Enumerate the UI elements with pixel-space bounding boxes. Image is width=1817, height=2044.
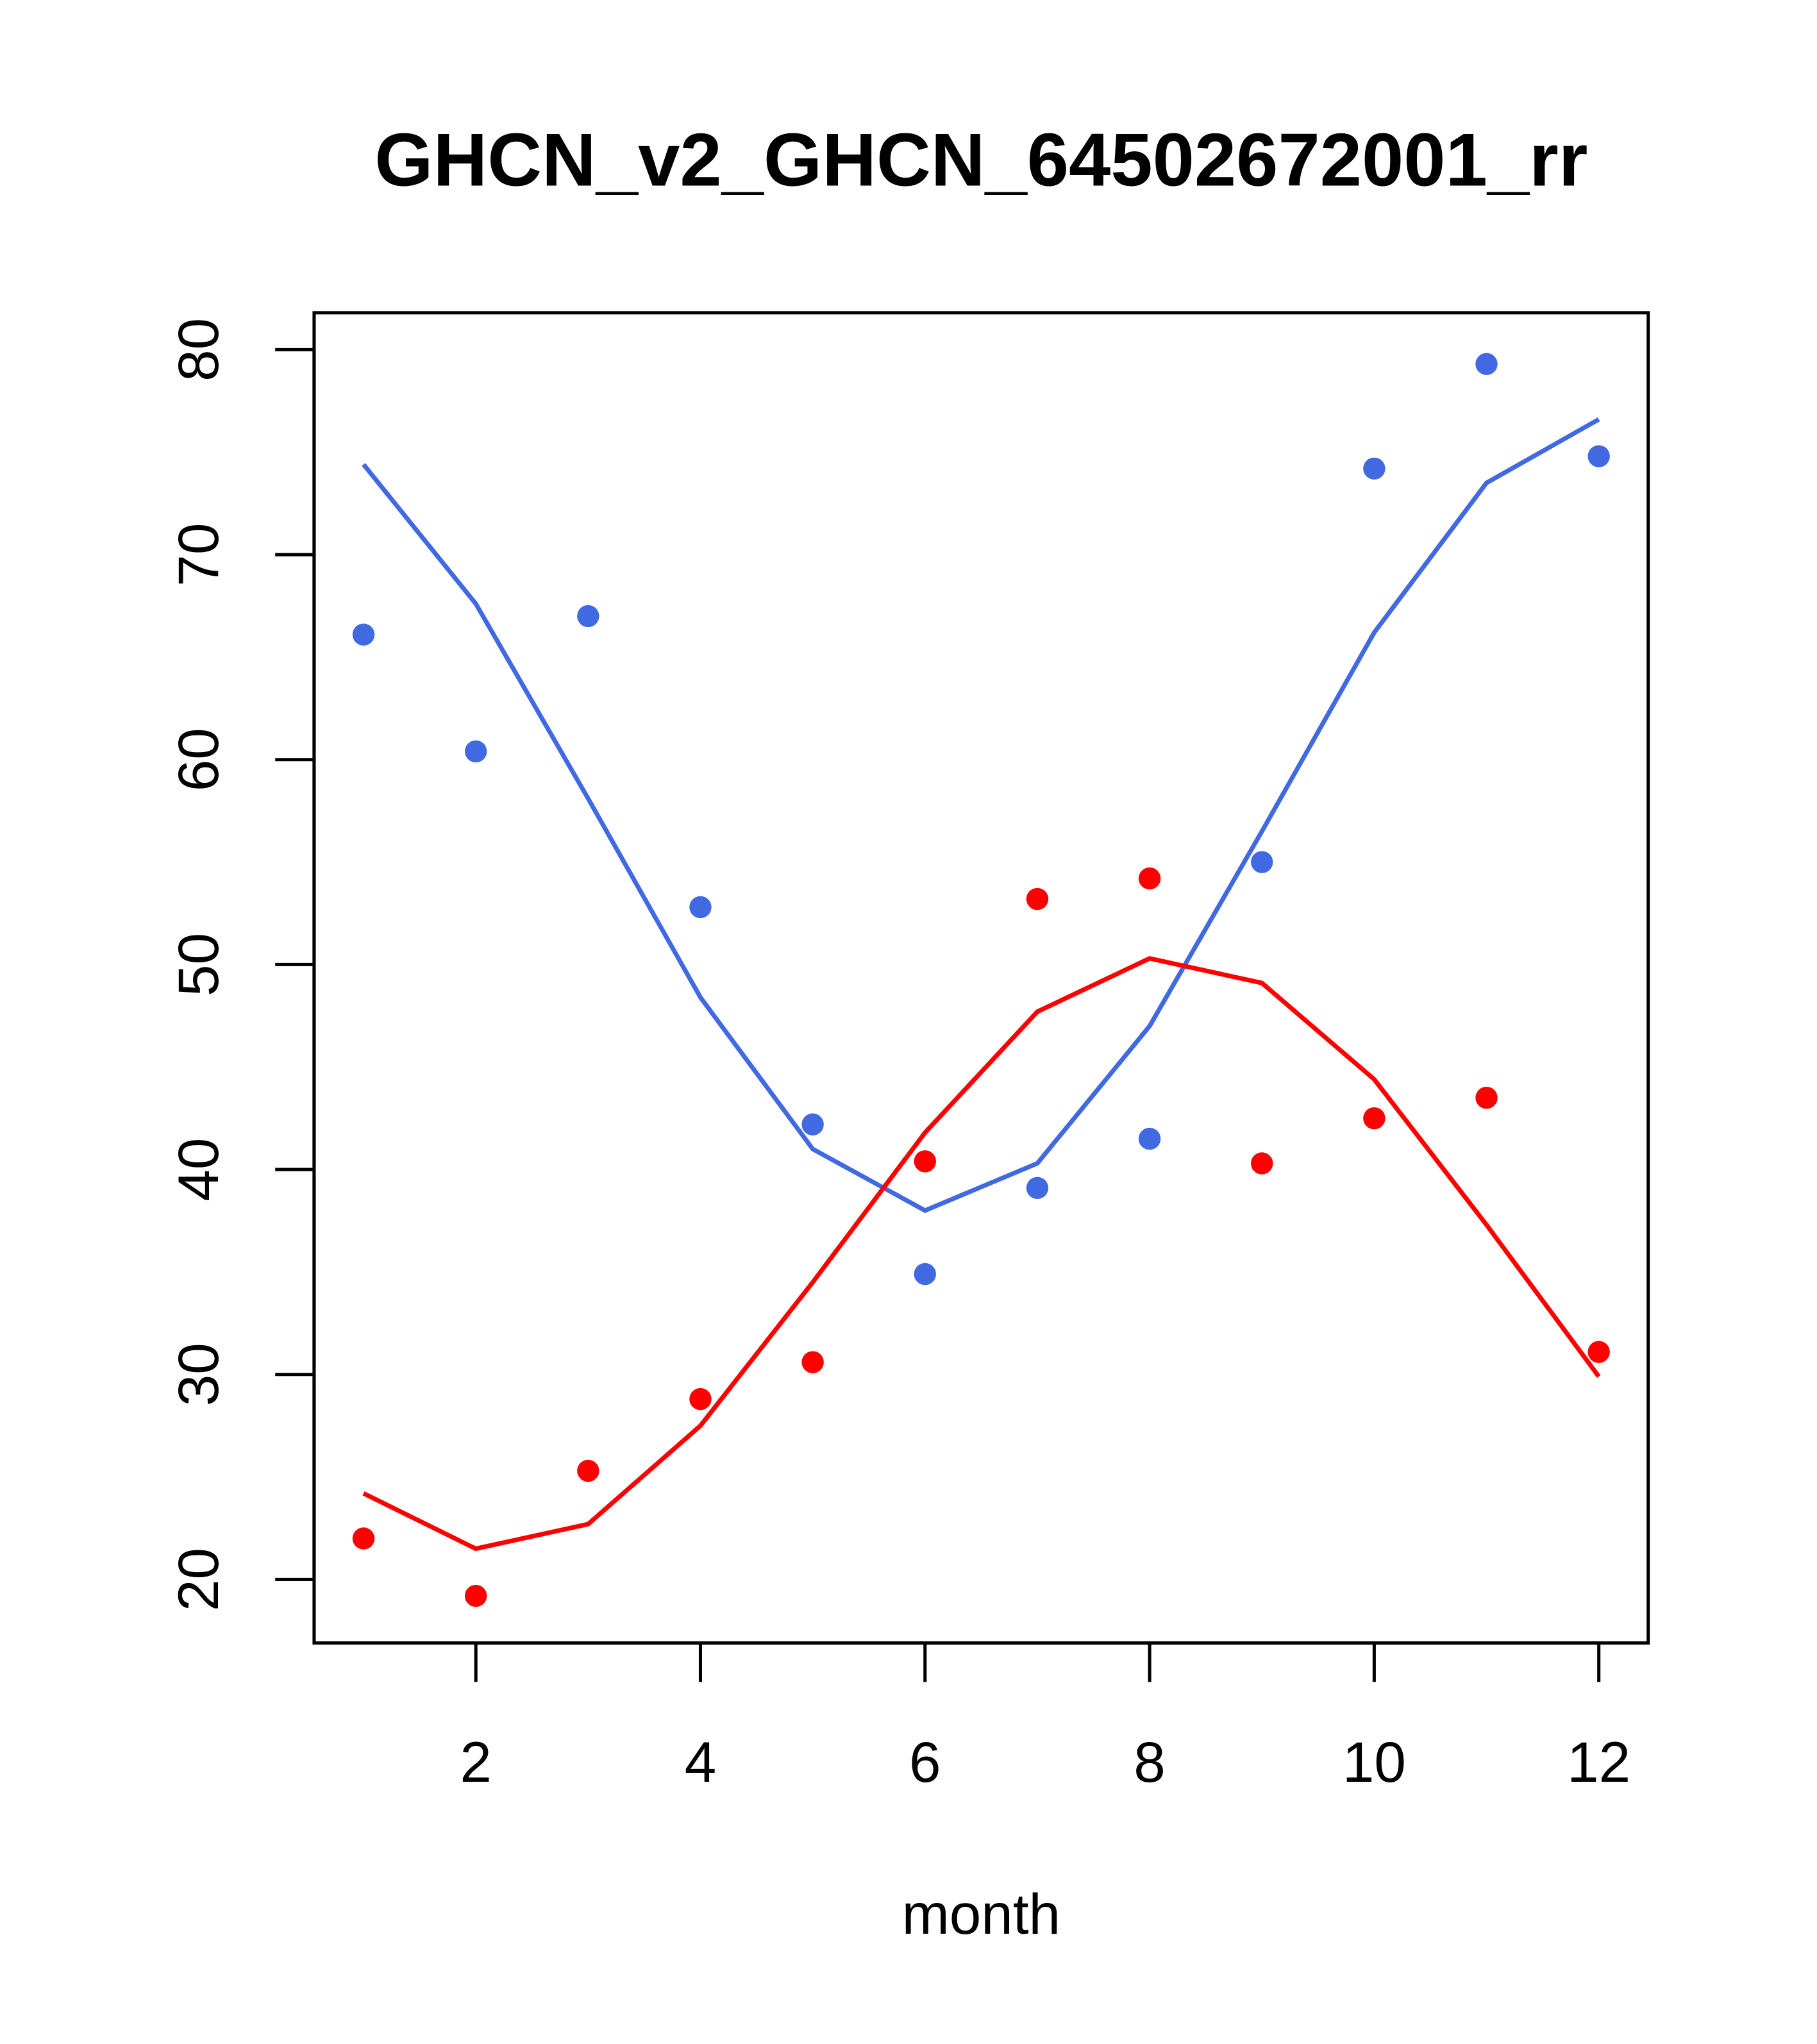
red-points-point xyxy=(914,1150,936,1173)
blue-points-point xyxy=(1475,353,1498,375)
x-tick-label: 12 xyxy=(1567,1730,1630,1794)
blue-line xyxy=(362,417,1600,1213)
y-axis: 20 30 40 50 60 70 80 xyxy=(166,318,316,1611)
blue-points-point xyxy=(352,623,375,646)
x-tick-label: 8 xyxy=(1134,1730,1166,1794)
x-axis-label: month xyxy=(902,1882,1061,1946)
red-points xyxy=(352,867,1610,1607)
y-tick-label: 40 xyxy=(166,1138,230,1202)
x-tick-label: 6 xyxy=(909,1730,941,1794)
red-points-point xyxy=(352,1527,375,1550)
x-tick-label: 2 xyxy=(460,1730,492,1794)
y-tick-label: 50 xyxy=(166,933,230,996)
red-points-point xyxy=(689,1387,712,1411)
blue-points-point xyxy=(914,1262,936,1286)
blue-points-point xyxy=(464,740,487,763)
x-tick-label: 10 xyxy=(1343,1730,1406,1794)
blue-points xyxy=(352,353,1610,1286)
blue-points-point xyxy=(577,605,599,628)
red-points-point xyxy=(801,1351,824,1373)
red-line-path xyxy=(362,956,1601,1552)
x-axis: 2 4 6 8 10 12 xyxy=(460,1641,1630,1794)
red-points-point xyxy=(1138,867,1161,890)
red-points-point xyxy=(577,1459,599,1482)
plot-frame xyxy=(312,311,1650,1645)
blue-points-point xyxy=(801,1113,824,1135)
red-points-point xyxy=(1587,1341,1610,1363)
red-points-point xyxy=(1026,887,1049,910)
blue-points-point xyxy=(1363,457,1386,480)
blue-points-point xyxy=(1587,445,1610,467)
series-layer xyxy=(352,353,1610,1607)
blue-line-path xyxy=(362,417,1600,1213)
blue-points-point xyxy=(1138,1127,1161,1150)
y-tick-label: 60 xyxy=(166,728,230,791)
y-tick-label: 80 xyxy=(166,318,230,381)
blue-points-point xyxy=(689,896,712,919)
blue-points-point xyxy=(1251,851,1273,873)
red-points-point xyxy=(1363,1107,1386,1130)
blue-points-point xyxy=(1026,1177,1049,1200)
x-tick-label: 4 xyxy=(685,1730,717,1794)
red-points-point xyxy=(464,1584,487,1607)
chart-title: GHCN_v2_GHCN_64502672001_rr xyxy=(374,117,1587,201)
y-tick-label: 20 xyxy=(166,1548,230,1611)
y-tick-label: 30 xyxy=(166,1343,230,1406)
y-tick-label: 70 xyxy=(166,523,230,587)
red-points-point xyxy=(1251,1152,1273,1175)
red-line xyxy=(362,956,1601,1552)
red-points-point xyxy=(1475,1086,1498,1109)
